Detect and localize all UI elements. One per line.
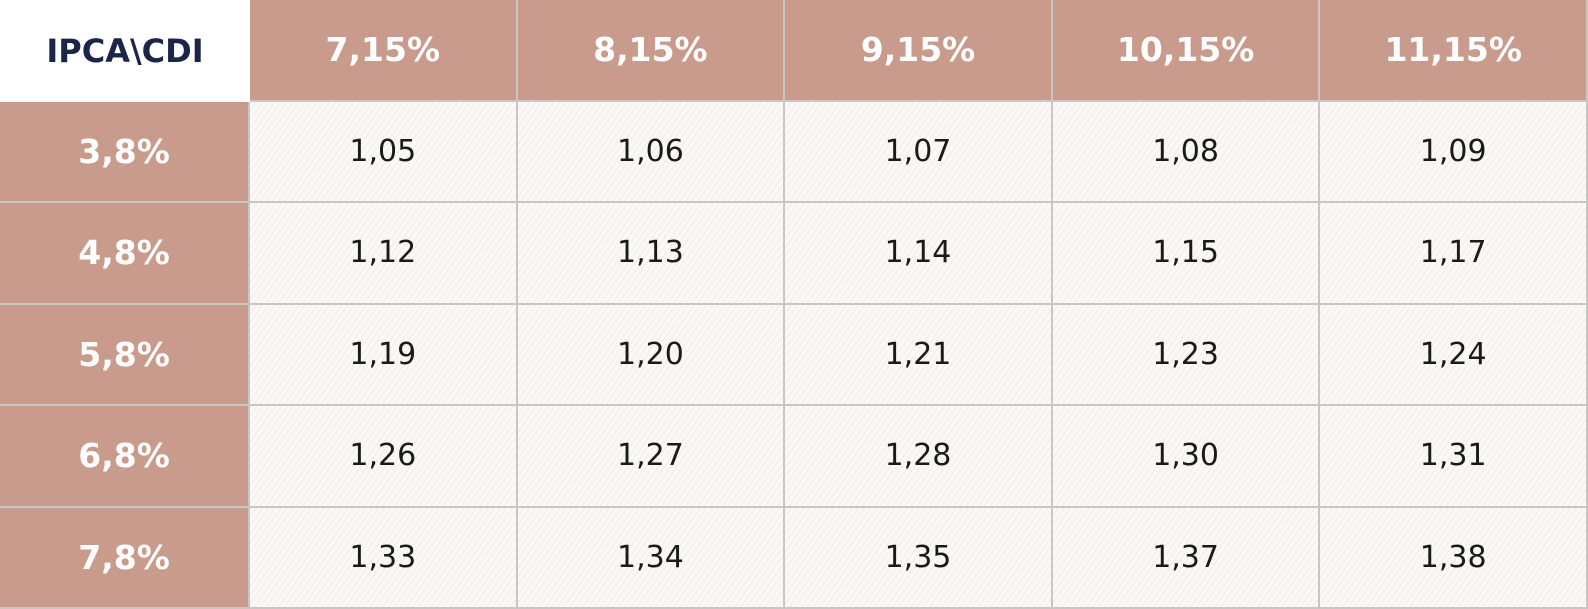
- corner-header: IPCA\CDI: [0, 0, 250, 102]
- table-cell: 1,12: [250, 203, 518, 305]
- table-cell: 1,19: [250, 304, 518, 406]
- table-cell: 1,30: [1052, 406, 1321, 508]
- table-cell: 1,23: [1052, 304, 1321, 406]
- column-header: 8,15%: [517, 0, 786, 102]
- table-cell: 1,08: [1052, 101, 1321, 203]
- table-cell: 1,27: [517, 406, 786, 508]
- table-cell: 1,24: [1320, 304, 1588, 406]
- row-header: 3,8%: [0, 101, 250, 203]
- column-header: 11,15%: [1320, 0, 1588, 102]
- table-cell: 1,17: [1320, 203, 1588, 305]
- table-cell: 1,33: [250, 507, 518, 609]
- table-cell: 1,26: [250, 406, 518, 508]
- table-cell: 1,09: [1320, 101, 1588, 203]
- table-cell: 1,14: [785, 203, 1053, 305]
- row-header: 4,8%: [0, 203, 250, 305]
- table-cell: 1,13: [517, 203, 786, 305]
- table-cell: 1,28: [785, 406, 1053, 508]
- column-header: 7,15%: [250, 0, 518, 102]
- table-cell: 1,05: [250, 101, 518, 203]
- table-cell: 1,07: [785, 101, 1053, 203]
- row-header: 7,8%: [0, 507, 250, 609]
- column-header: 9,15%: [785, 0, 1053, 102]
- table-cell: 1,21: [785, 304, 1053, 406]
- table-cell: 1,31: [1320, 406, 1588, 508]
- column-header: 10,15%: [1052, 0, 1321, 102]
- table-cell: 1,37: [1052, 507, 1321, 609]
- table-cell: 1,34: [517, 507, 786, 609]
- table-cell: 1,20: [517, 304, 786, 406]
- table-cell: 1,15: [1052, 203, 1321, 305]
- table-cell: 1,35: [785, 507, 1053, 609]
- table-cell: 1,38: [1320, 507, 1588, 609]
- table-cell: 1,06: [517, 101, 786, 203]
- row-header: 5,8%: [0, 304, 250, 406]
- row-header: 6,8%: [0, 406, 250, 508]
